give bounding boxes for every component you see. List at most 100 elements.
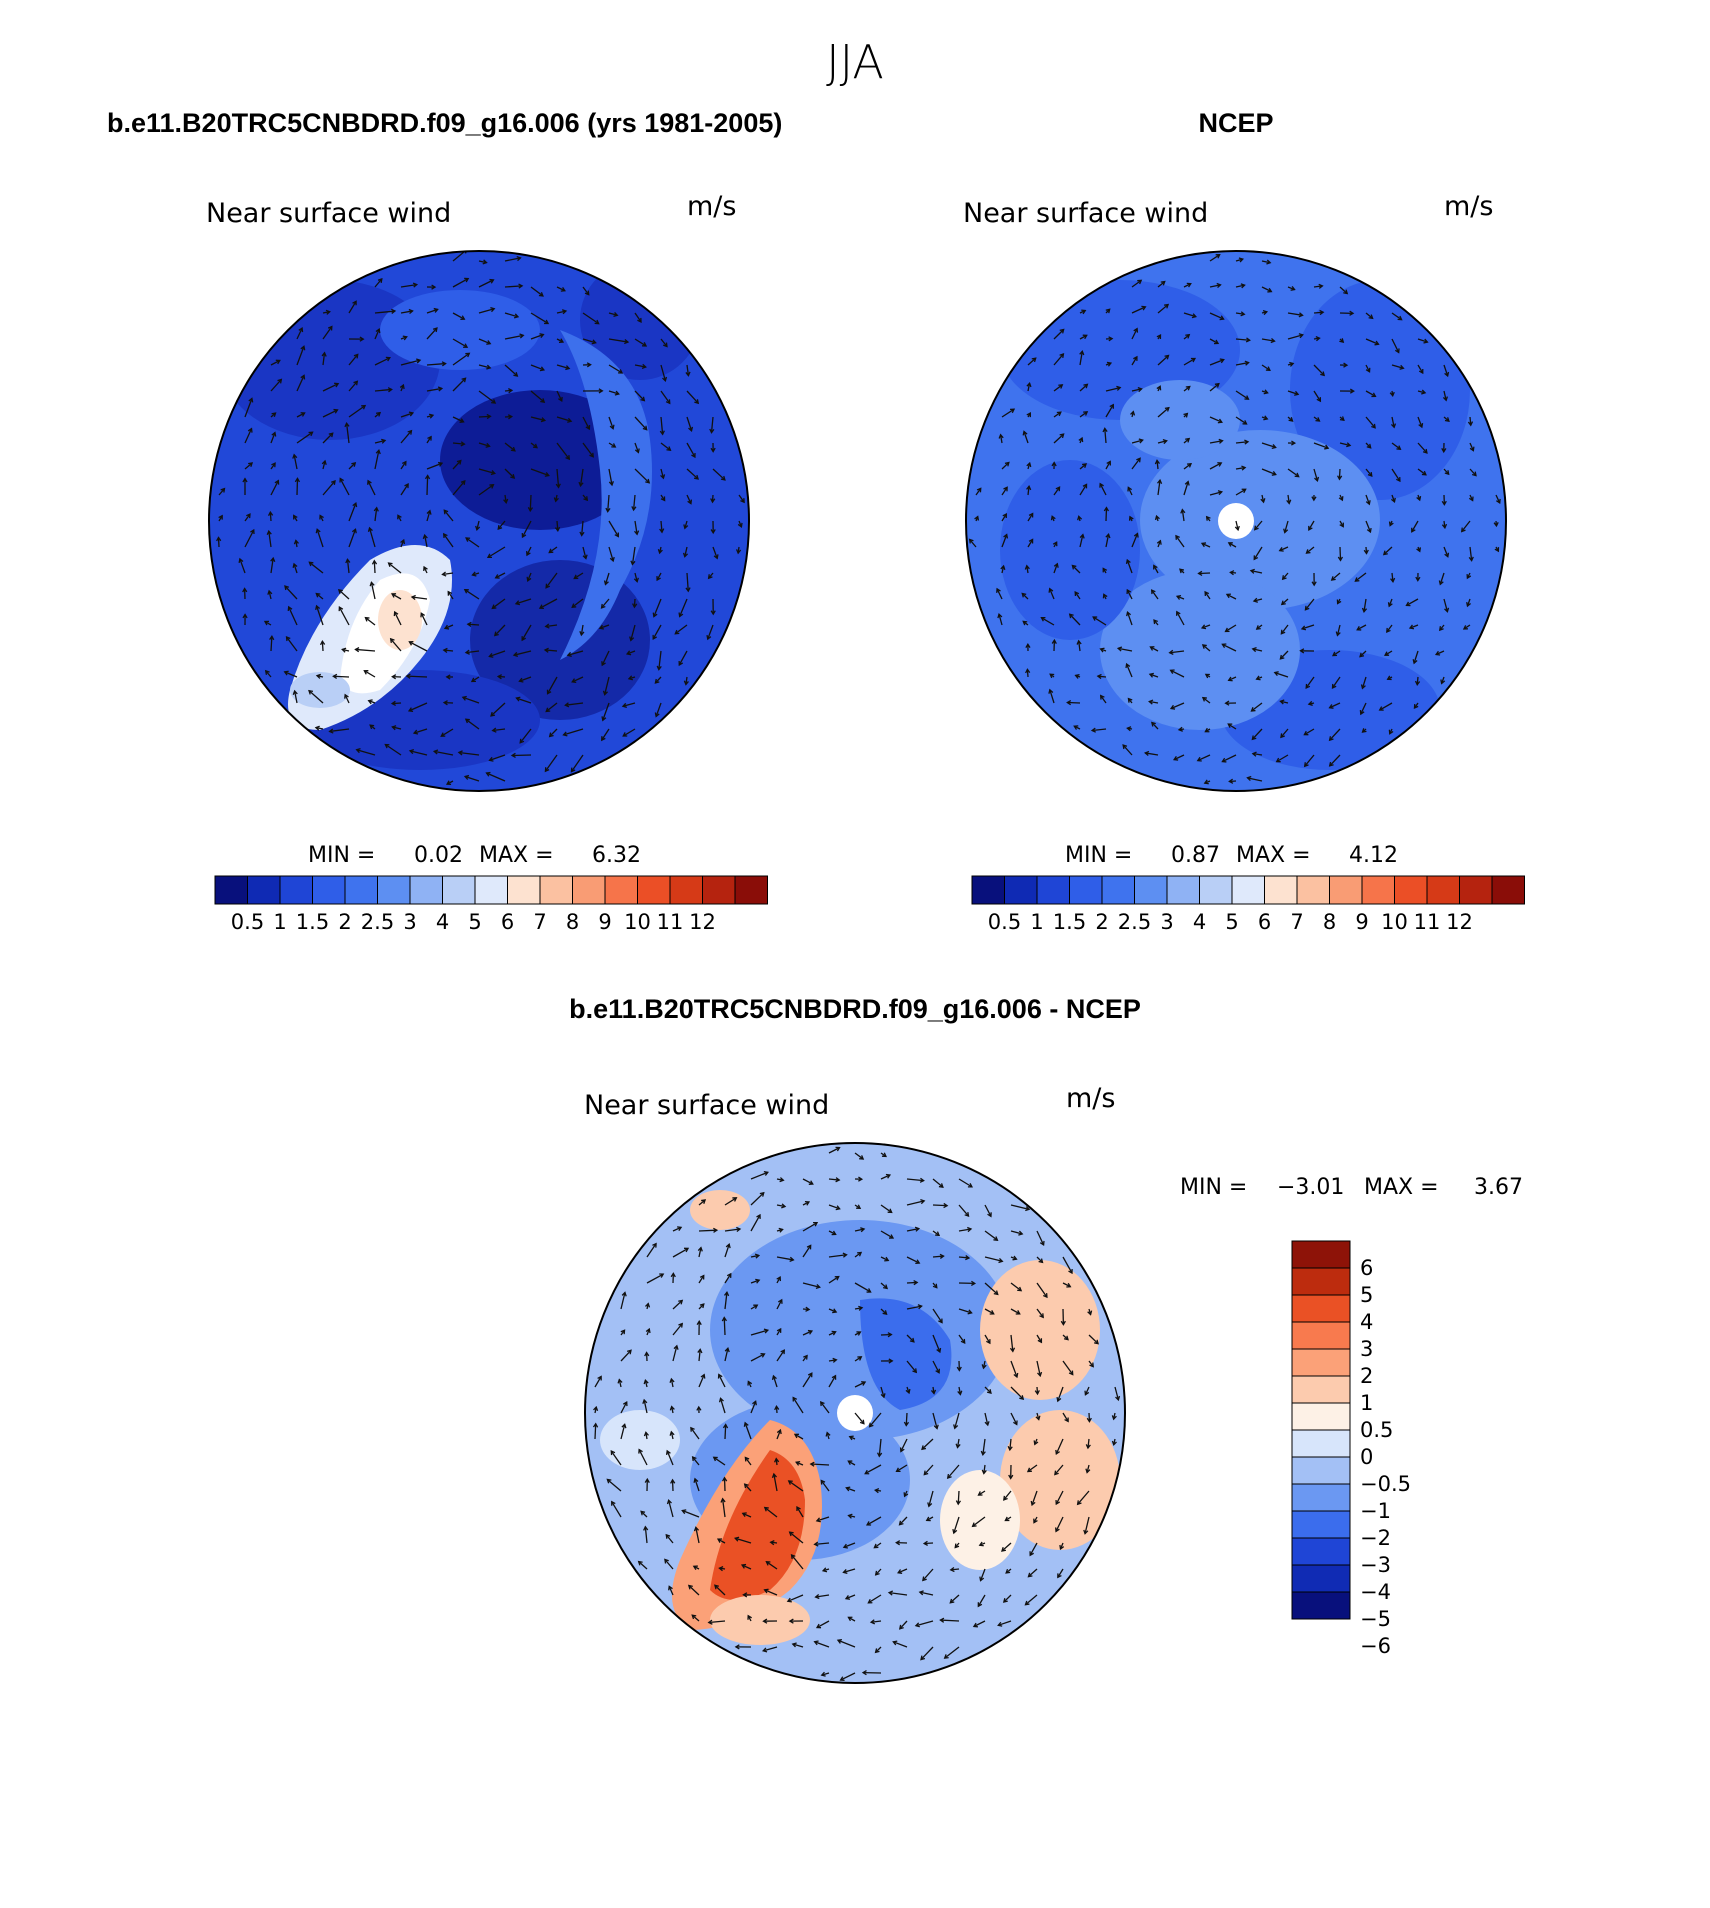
colorbar-swatch [1362,876,1395,904]
colorbar-swatch [1292,1484,1350,1511]
colorbar-swatch [1292,1322,1350,1349]
colorbar-tick-label: 2 [338,910,351,934]
colorbar-tick-label: 12 [689,910,716,934]
colorbar-swatch [1427,876,1460,904]
colorbar-tick-label: 2 [1095,910,1108,934]
panel2-max-label: MAX = [1236,843,1311,868]
panel1-title: Near surface wind [206,198,451,229]
panel2-min-label: MIN = [1065,843,1132,868]
wind-vector [725,1425,726,1439]
panel1-map [209,250,749,791]
colorbar-swatch [1070,876,1103,904]
colorbar-swatch [1292,1268,1350,1295]
colorbar-tick-label: 4 [436,910,449,934]
colorbar-swatch [1292,1538,1350,1565]
wind-vector [933,1205,947,1206]
colorbar-tick-label: 0.5 [231,910,264,934]
wind-vector [530,495,531,511]
panel3-units: m/s [1066,1083,1115,1114]
colorbar-tick-label: −2 [1360,1526,1391,1550]
wind-vector [595,1424,596,1439]
colorbar-tick-label: 1 [1360,1391,1373,1415]
colorbar-tick-label: −3 [1360,1553,1391,1577]
colorbar-swatch [1037,876,1070,904]
colorbar-swatch [215,876,248,904]
colorbar-swatch [1200,876,1233,904]
panel2-max-value: 4.12 [1349,843,1398,868]
colorbar-swatch [1460,876,1493,904]
colorbar-tick-label: 0.5 [988,910,1021,934]
panel3-max-value: 3.67 [1474,1175,1523,1200]
colorbar-swatch [638,876,671,904]
colorbar-tick-label: 0 [1360,1445,1373,1469]
colorbar-swatch [1292,1241,1350,1268]
panel1-max-value: 6.32 [592,843,641,868]
colorbar-swatch [1292,1295,1350,1322]
panel3-min-label: MIN = [1180,1175,1247,1200]
colorbar-tick-label: 7 [1290,910,1303,934]
colorbar-tick-label: 1.5 [296,910,329,934]
wind-vector [427,475,428,495]
wind-vector [724,1318,725,1335]
colorbar-tick-label: 1 [1030,910,1043,934]
colorbar-tick-label: 1.5 [1053,910,1086,934]
colorbar-swatch [280,876,313,904]
colorbar-swatch [972,876,1005,904]
panel1-min-label: MIN = [308,843,375,868]
colorbar-tick-label: 9 [598,910,611,934]
panel2-min-value: 0.87 [1171,843,1220,868]
colorbar-swatch [1292,1511,1350,1538]
colorbar-tick-label: 10 [1381,910,1408,934]
wind-vector [407,676,427,677]
colorbar-swatch [508,876,541,904]
colorbar-swatch [605,876,638,904]
colorbar-swatch [1292,1457,1350,1484]
panel2-title: Near surface wind [963,198,1208,229]
colorbar-tick-label: 3 [1160,910,1173,934]
panel2-units: m/s [1444,191,1493,222]
colorbar-tick-label: 3 [403,910,416,934]
colorbar-swatch [670,876,703,904]
colorbar-tick-label: 8 [566,910,579,934]
colorbar-swatch [345,876,378,904]
colorbar-tick-label: 2.5 [1118,910,1151,934]
colorbar-swatch [540,876,573,904]
colorbar-tick-label: 1 [273,910,286,934]
colorbar-swatch [1292,1403,1350,1430]
panel1-units: m/s [687,191,736,222]
panel3-min-value: −3.01 [1277,1175,1344,1200]
colorbar-swatch [1265,876,1298,904]
panel2-header: NCEP [1198,108,1273,138]
panel3-max-label: MAX = [1364,1175,1439,1200]
colorbar-tick-label: −1 [1360,1499,1391,1523]
colorbar-tick-label: 5 [1360,1283,1373,1307]
colorbar-swatch [1297,876,1330,904]
colorbar-swatch [1102,876,1135,904]
colorbar-tick-label: 3 [1360,1337,1373,1361]
colorbar-tick-label: 6 [1360,1256,1373,1280]
colorbar-tick-label: −5 [1360,1607,1391,1631]
colorbar-tick-label: 11 [657,910,684,934]
colorbar-tick-label: −0.5 [1360,1472,1411,1496]
colorbar-tick-label: 6 [1258,910,1271,934]
panel3-map [585,1143,1125,1683]
colorbar-tick-label: 4 [1193,910,1206,934]
colorbar-swatch [1292,1565,1350,1592]
colorbar-swatch [1330,876,1363,904]
colorbar-swatch [1395,876,1428,904]
colorbar-swatch [443,876,476,904]
colorbar-swatch [313,876,346,904]
colorbar-tick-label: 12 [1446,910,1473,934]
colorbar-swatch [1005,876,1038,904]
colorbar-tick-label: −4 [1360,1580,1391,1604]
colorbar-swatch [1292,1592,1350,1619]
panel2-map [966,251,1506,791]
colorbar-swatch [703,876,736,904]
colorbar-tick-label: 10 [624,910,651,934]
season-title: JJA [826,35,884,89]
colorbar-tick-label: 2.5 [361,910,394,934]
wind-vector [333,676,349,677]
